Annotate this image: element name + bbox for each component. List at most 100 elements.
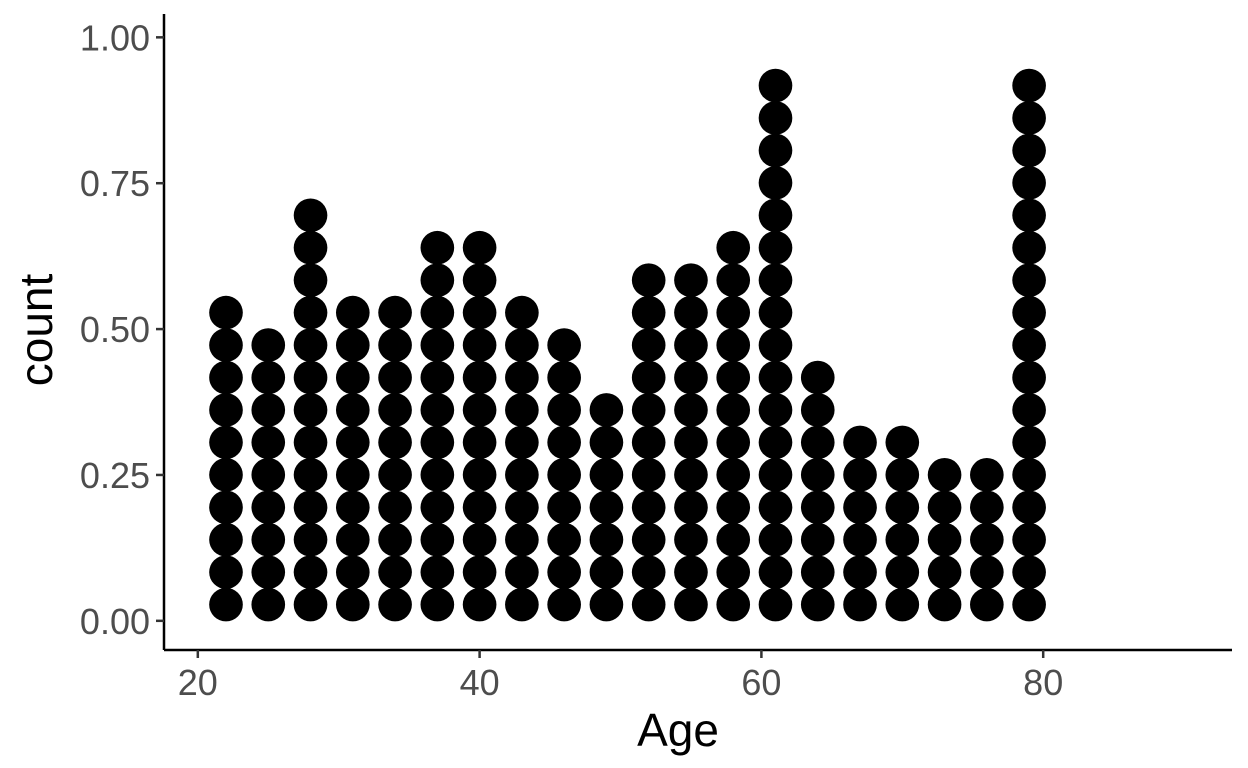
dot-point: [800, 555, 835, 589]
dot-point: [378, 555, 412, 589]
dot-point: [589, 587, 624, 622]
dot-point: [843, 522, 877, 557]
dot-point: [547, 328, 581, 362]
dot-point: [631, 263, 666, 298]
x-axis-title: Age: [637, 704, 719, 756]
y-axis-ticks: 0.00 0.25 0.50 0.75 1.00: [80, 17, 164, 642]
dot-point: [420, 522, 455, 557]
dot-point: [547, 555, 581, 589]
dot-point: [547, 490, 581, 525]
dot-point: [716, 425, 751, 460]
dot-point: [378, 360, 412, 395]
dot-point: [462, 295, 497, 330]
dot-point: [631, 490, 666, 525]
x-tick-label: 20: [178, 662, 218, 703]
dot-point: [589, 555, 624, 589]
dot-point: [970, 458, 1004, 492]
dot-point: [251, 360, 286, 395]
dot-point: [505, 555, 539, 589]
y-tick-label: 0.75: [80, 163, 150, 204]
dot-point: [1012, 458, 1046, 492]
dot-point: [462, 393, 497, 427]
dot-point: [800, 360, 835, 395]
dot-point: [800, 458, 835, 492]
dot-point: [378, 328, 412, 362]
dot-point: [420, 490, 455, 525]
dot-point: [758, 458, 793, 492]
dot-point: [843, 490, 877, 525]
dot-point: [293, 198, 328, 233]
dot-point: [335, 295, 370, 330]
dot-point: [885, 587, 920, 622]
dot-point: [378, 522, 412, 557]
dot-point: [674, 328, 708, 362]
dot-point: [505, 295, 539, 330]
dot-point: [970, 587, 1004, 622]
dot-point: [420, 230, 455, 265]
dot-point: [293, 425, 328, 460]
dot-point: [758, 295, 793, 330]
dot-point: [843, 425, 877, 460]
dot-point: [462, 458, 497, 492]
dot-point: [758, 360, 793, 395]
dot-point: [927, 458, 962, 492]
y-axis-title: count: [10, 274, 62, 387]
dot-point: [1012, 328, 1046, 362]
dot-point: [293, 295, 328, 330]
dot-point: [378, 425, 412, 460]
dot-point: [716, 328, 751, 362]
dot-point: [293, 555, 328, 589]
y-tick-label: 0.25: [80, 455, 150, 496]
dot-point: [547, 522, 581, 557]
dot-point: [1012, 393, 1046, 427]
dot-point: [420, 425, 455, 460]
dot-point: [293, 458, 328, 492]
dot-point: [251, 555, 286, 589]
dot-point: [758, 101, 793, 135]
dot-point: [927, 555, 962, 589]
dot-point: [758, 425, 793, 460]
dot-point: [335, 555, 370, 589]
dot-point: [293, 263, 328, 298]
dot-point: [378, 458, 412, 492]
dot-point: [758, 133, 793, 168]
dot-point: [1012, 101, 1046, 135]
dot-point: [970, 522, 1004, 557]
dot-point: [1012, 490, 1046, 525]
dot-point: [1012, 555, 1046, 589]
y-tick-label: 0.00: [80, 601, 150, 642]
dot-point: [631, 555, 666, 589]
dot-point: [800, 393, 835, 427]
dot-point: [843, 587, 877, 622]
dot-point: [505, 360, 539, 395]
dot-point: [209, 295, 243, 330]
dot-point: [209, 360, 243, 395]
dot-point: [1012, 360, 1046, 395]
dot-point: [1012, 68, 1046, 103]
dot-point: [293, 393, 328, 427]
dot-point: [547, 393, 581, 427]
dot-point: [335, 587, 370, 622]
dot-point: [335, 458, 370, 492]
dot-point: [251, 458, 286, 492]
dot-point: [800, 425, 835, 460]
dot-point: [1012, 263, 1046, 298]
dot-point: [758, 490, 793, 525]
dot-point: [758, 587, 793, 622]
dot-point: [800, 522, 835, 557]
dot-point: [335, 360, 370, 395]
dot-point: [505, 587, 539, 622]
dot-point: [589, 393, 624, 427]
dot-point: [547, 425, 581, 460]
dot-point: [716, 555, 751, 589]
dot-point: [716, 360, 751, 395]
dot-point: [420, 263, 455, 298]
dot-point: [631, 458, 666, 492]
dot-point: [674, 587, 708, 622]
dot-point: [209, 490, 243, 525]
dot-point: [716, 230, 751, 265]
dot-point: [293, 490, 328, 525]
dots-layer: [209, 68, 1046, 622]
dot-point: [420, 458, 455, 492]
x-tick-label: 60: [741, 662, 781, 703]
